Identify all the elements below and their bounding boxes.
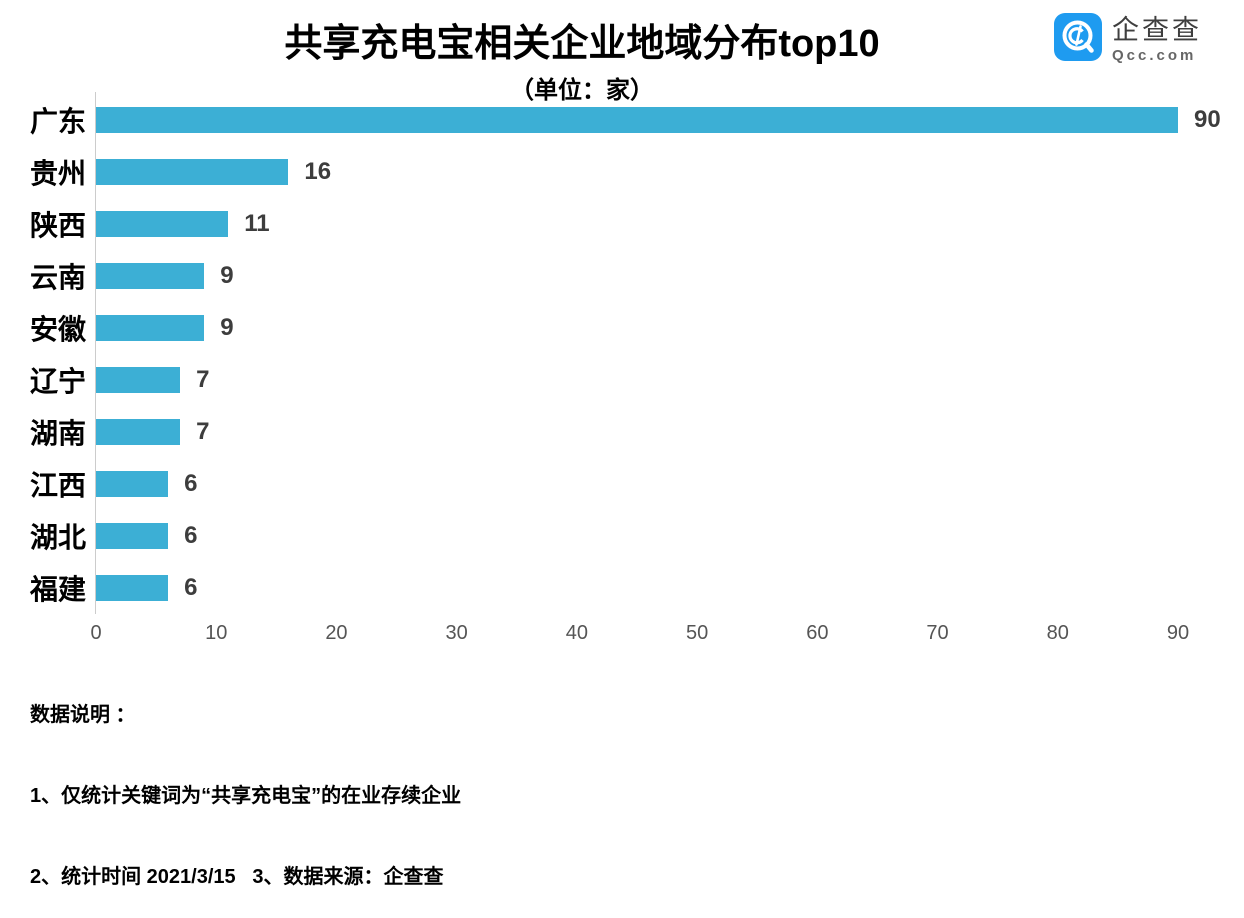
chart-header: 共享充电宝相关企业地域分布top10 （单位：家） <box>0 12 1164 105</box>
value-label: 9 <box>220 262 234 289</box>
chart-row: 贵州 16 <box>30 146 1178 198</box>
chart-rows: 广东 90 贵州 16 陕西 11 云南 9 <box>30 92 1221 614</box>
bar <box>96 471 169 497</box>
value-label: 6 <box>184 470 198 497</box>
chart-row: 陕西 11 <box>30 198 1178 250</box>
x-tick-label: 0 <box>90 622 102 644</box>
chart-row: 云南 9 <box>30 250 1178 302</box>
bar-track: 7 <box>96 366 1178 394</box>
qcc-logo-icon <box>1053 12 1103 67</box>
category-label: 福建 <box>30 574 87 605</box>
bar <box>96 159 289 185</box>
bar <box>96 367 181 393</box>
footnote-line1: 1、仅统计关键词为“共享充电宝”的在业存续企业 <box>30 785 462 807</box>
bar <box>96 315 205 341</box>
chart-subtitle: （单位：家） <box>510 77 654 104</box>
page-title: 共享充电宝相关企业地域分布top10 <box>284 23 880 65</box>
x-tick-label: 80 <box>1046 622 1069 644</box>
category-label: 辽宁 <box>30 366 87 397</box>
bar <box>96 211 229 237</box>
footnotes: 数据说明 ： 1、仅统计关键词为“共享充电宝”的在业存续企业 2、统计时间 20… <box>30 648 461 918</box>
bar-track: 9 <box>96 314 1178 342</box>
value-label: 6 <box>184 522 198 549</box>
category-label: 陕西 <box>30 210 87 241</box>
x-tick-label: 30 <box>445 622 468 644</box>
x-tick-label: 70 <box>926 622 949 644</box>
x-tick-label: 90 <box>1166 622 1190 644</box>
value-label: 7 <box>196 366 210 393</box>
qcc-logo-text: 企查查 Qcc.com <box>1112 14 1202 64</box>
value-label: 11 <box>244 210 270 237</box>
category-label: 湖南 <box>30 418 87 449</box>
bar <box>96 419 181 445</box>
bar-track: 16 <box>96 158 1178 186</box>
x-tick-label: 40 <box>565 622 588 644</box>
category-label: 安徽 <box>30 314 87 345</box>
x-tick-label: 20 <box>325 622 348 644</box>
bar <box>96 523 169 549</box>
bar-chart: 广东 90 贵州 16 陕西 11 云南 9 <box>30 92 1221 650</box>
chart-row: 安徽 9 <box>30 302 1178 354</box>
category-label: 贵州 <box>30 158 87 189</box>
chart-row: 福建 6 <box>30 562 1178 614</box>
bar-track: 7 <box>96 418 1178 446</box>
chart-row: 湖南 7 <box>30 406 1178 458</box>
bar-track: 9 <box>96 262 1178 290</box>
value-label: 7 <box>196 418 210 445</box>
category-label: 云南 <box>30 262 87 293</box>
value-label: 16 <box>304 158 332 185</box>
x-tick-label: 10 <box>205 622 228 644</box>
bar <box>96 575 169 601</box>
bar <box>96 107 1178 133</box>
x-tick-label: 60 <box>806 622 829 644</box>
logo-domain: Qcc.com <box>1112 46 1197 64</box>
category-label: 广东 <box>30 106 87 137</box>
x-tick-label: 50 <box>685 622 709 644</box>
value-label: 9 <box>220 314 234 341</box>
footnote-heading: 数据说明 ： <box>30 704 136 726</box>
bar-track: 90 <box>96 106 1221 134</box>
y-axis-line <box>95 92 96 614</box>
bar-track: 6 <box>96 574 1178 602</box>
value-label: 90 <box>1194 106 1221 133</box>
logo-name: 企查查 <box>1112 14 1202 45</box>
category-label: 湖北 <box>30 522 87 553</box>
chart-row: 辽宁 7 <box>30 354 1178 406</box>
qcc-logo[interactable]: 企查查 Qcc.com <box>1053 12 1202 67</box>
x-axis: 0 10 20 30 40 50 60 70 80 90 <box>90 622 1189 650</box>
chart-row: 湖北 6 <box>30 510 1178 562</box>
category-label: 江西 <box>30 470 87 501</box>
chart-row: 广东 90 <box>30 94 1221 146</box>
footnote-line2: 2、统计时间 2021/3/15 3、数据来源：企查查 <box>30 866 444 888</box>
chart-row: 江西 6 <box>30 458 1178 510</box>
value-label: 6 <box>184 574 198 601</box>
bar-track: 6 <box>96 522 1178 550</box>
bar-track: 6 <box>96 470 1178 498</box>
bar-track: 11 <box>96 210 1178 238</box>
bar <box>96 263 205 289</box>
